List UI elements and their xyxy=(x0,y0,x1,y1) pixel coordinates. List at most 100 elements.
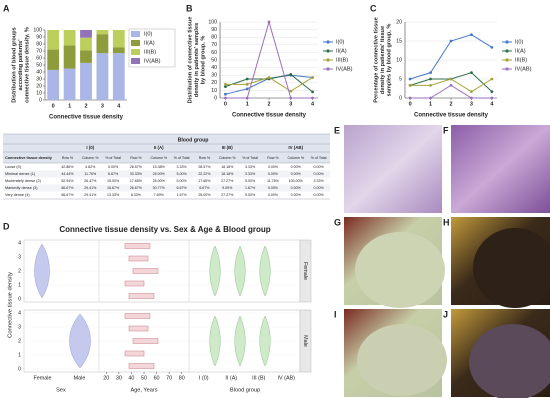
legend-swatch xyxy=(131,31,140,37)
legend-marker xyxy=(505,49,509,53)
table-cell: 0.00% xyxy=(313,172,324,176)
table-cell: 18.18% xyxy=(221,172,234,176)
table-cell: 3.33% xyxy=(313,179,324,183)
panel-label: F xyxy=(443,125,449,135)
table-cell: 0.00% xyxy=(291,193,302,197)
table-subheader: Row % xyxy=(62,156,74,160)
table-cell: 11.76% xyxy=(84,172,97,176)
x-tick-label: 0 xyxy=(409,101,412,107)
table-cell: 27.27% xyxy=(221,193,234,197)
panel-label: E xyxy=(334,125,340,135)
table-cell: 33.33% xyxy=(130,172,143,176)
x-tick-label: 2 xyxy=(267,101,270,107)
table-row-label: Moderately dense (2) xyxy=(5,179,42,183)
y-tick-label: 1 xyxy=(18,282,21,288)
panel-labels: A B C D E F G H I J xyxy=(3,3,450,319)
table-cell: 16.67% xyxy=(107,186,120,190)
table-header-bg xyxy=(3,134,330,163)
marker xyxy=(289,73,293,76)
y-axis-label: samples by blood group, % xyxy=(386,24,392,97)
table-cell: 0.00% xyxy=(313,186,324,190)
y-tick-label: 100 xyxy=(208,19,217,25)
table-cell: 28.57% xyxy=(198,165,211,169)
table-subheader: % of Total xyxy=(174,156,190,160)
marker xyxy=(490,90,494,94)
table-subheader: Column % xyxy=(219,156,236,160)
table-cell: 44.44% xyxy=(61,172,74,176)
table-group: III (B) xyxy=(222,145,234,150)
bar-segment xyxy=(47,69,60,100)
marker xyxy=(449,83,453,87)
marker xyxy=(470,90,473,94)
legend-label: I(0) xyxy=(144,31,153,37)
x-tick-label: 80 xyxy=(179,375,185,381)
legend-swatch xyxy=(131,49,140,55)
panel-title: Connective tissue density vs. Sex & Age … xyxy=(59,225,270,234)
table-cell: 4.82% xyxy=(85,165,96,169)
legend-marker xyxy=(505,58,509,62)
table-row-label: Loose (0) xyxy=(5,165,22,169)
legend-marker xyxy=(326,49,330,53)
bar-segment xyxy=(96,30,109,35)
bar-segment xyxy=(96,53,109,100)
panel-label: H xyxy=(443,217,450,227)
micrograph xyxy=(344,125,442,213)
micrographs xyxy=(344,125,550,398)
y-tick-label: 10 xyxy=(396,57,402,63)
y-tick-label: 3 xyxy=(18,324,21,330)
violin xyxy=(69,313,91,369)
bar-segment xyxy=(80,37,92,51)
legend-label: I(0) xyxy=(515,39,524,45)
y-axis-label: according patients' xyxy=(18,39,24,91)
table-cell: 3.33% xyxy=(245,165,256,169)
y-tick-label: 10 xyxy=(211,88,217,94)
y-tick-label: 60 xyxy=(211,50,217,56)
y-tick-label: 15 xyxy=(396,38,402,44)
violin xyxy=(209,315,221,367)
x-tick-label: 70 xyxy=(166,375,172,381)
y-tick-label: 5 xyxy=(399,76,402,82)
y-tick-label: 0 xyxy=(214,95,217,101)
micrograph-detail xyxy=(469,324,550,398)
marker xyxy=(289,96,293,100)
table-cell: 11.76% xyxy=(267,179,280,183)
marker xyxy=(224,85,227,88)
table-cell: 0.00% xyxy=(268,165,279,169)
x-tick-label: III (B) xyxy=(252,375,265,381)
box xyxy=(128,255,149,262)
y-axis-label: by blood group, % xyxy=(200,36,206,85)
y-tick-label: 4 xyxy=(18,240,21,246)
marker xyxy=(245,77,249,81)
x-tick-label: 30 xyxy=(116,375,122,381)
y-tick-label: 90 xyxy=(36,34,42,40)
bar-segment xyxy=(112,30,125,48)
x-tick-label: 1 xyxy=(68,103,71,109)
marker xyxy=(490,77,494,81)
table-cell: 6.67% xyxy=(108,172,119,176)
bar-segment xyxy=(80,62,92,100)
y-tick-label: 30 xyxy=(211,73,217,79)
marker xyxy=(429,83,432,87)
y-tick-label: 70 xyxy=(211,42,217,48)
table-cell: 22.22% xyxy=(198,172,211,176)
panel-label: G xyxy=(334,217,341,227)
x-tick-label: 3 xyxy=(289,101,292,107)
y-tick-label: 80 xyxy=(36,41,42,47)
table-cell: 0.00% xyxy=(291,186,302,190)
marker xyxy=(224,96,227,100)
bar-segment xyxy=(63,45,76,69)
y-tick-label: 0 xyxy=(18,366,21,372)
x-tick-label: 4 xyxy=(490,101,494,107)
table-cell: 13.33% xyxy=(107,193,120,197)
table-cell: 25.00% xyxy=(198,193,211,197)
section-label: Age, Years xyxy=(130,387,157,393)
table-group: IV (AB) xyxy=(288,145,303,150)
table-cell: 1.67% xyxy=(176,193,187,197)
table-cell: 66.67% xyxy=(61,186,74,190)
box xyxy=(128,293,155,299)
marker xyxy=(224,82,227,86)
legend-marker xyxy=(326,40,330,44)
marker xyxy=(429,96,432,100)
micrograph-detail xyxy=(357,324,447,396)
table-cell: 15.38% xyxy=(153,165,166,169)
